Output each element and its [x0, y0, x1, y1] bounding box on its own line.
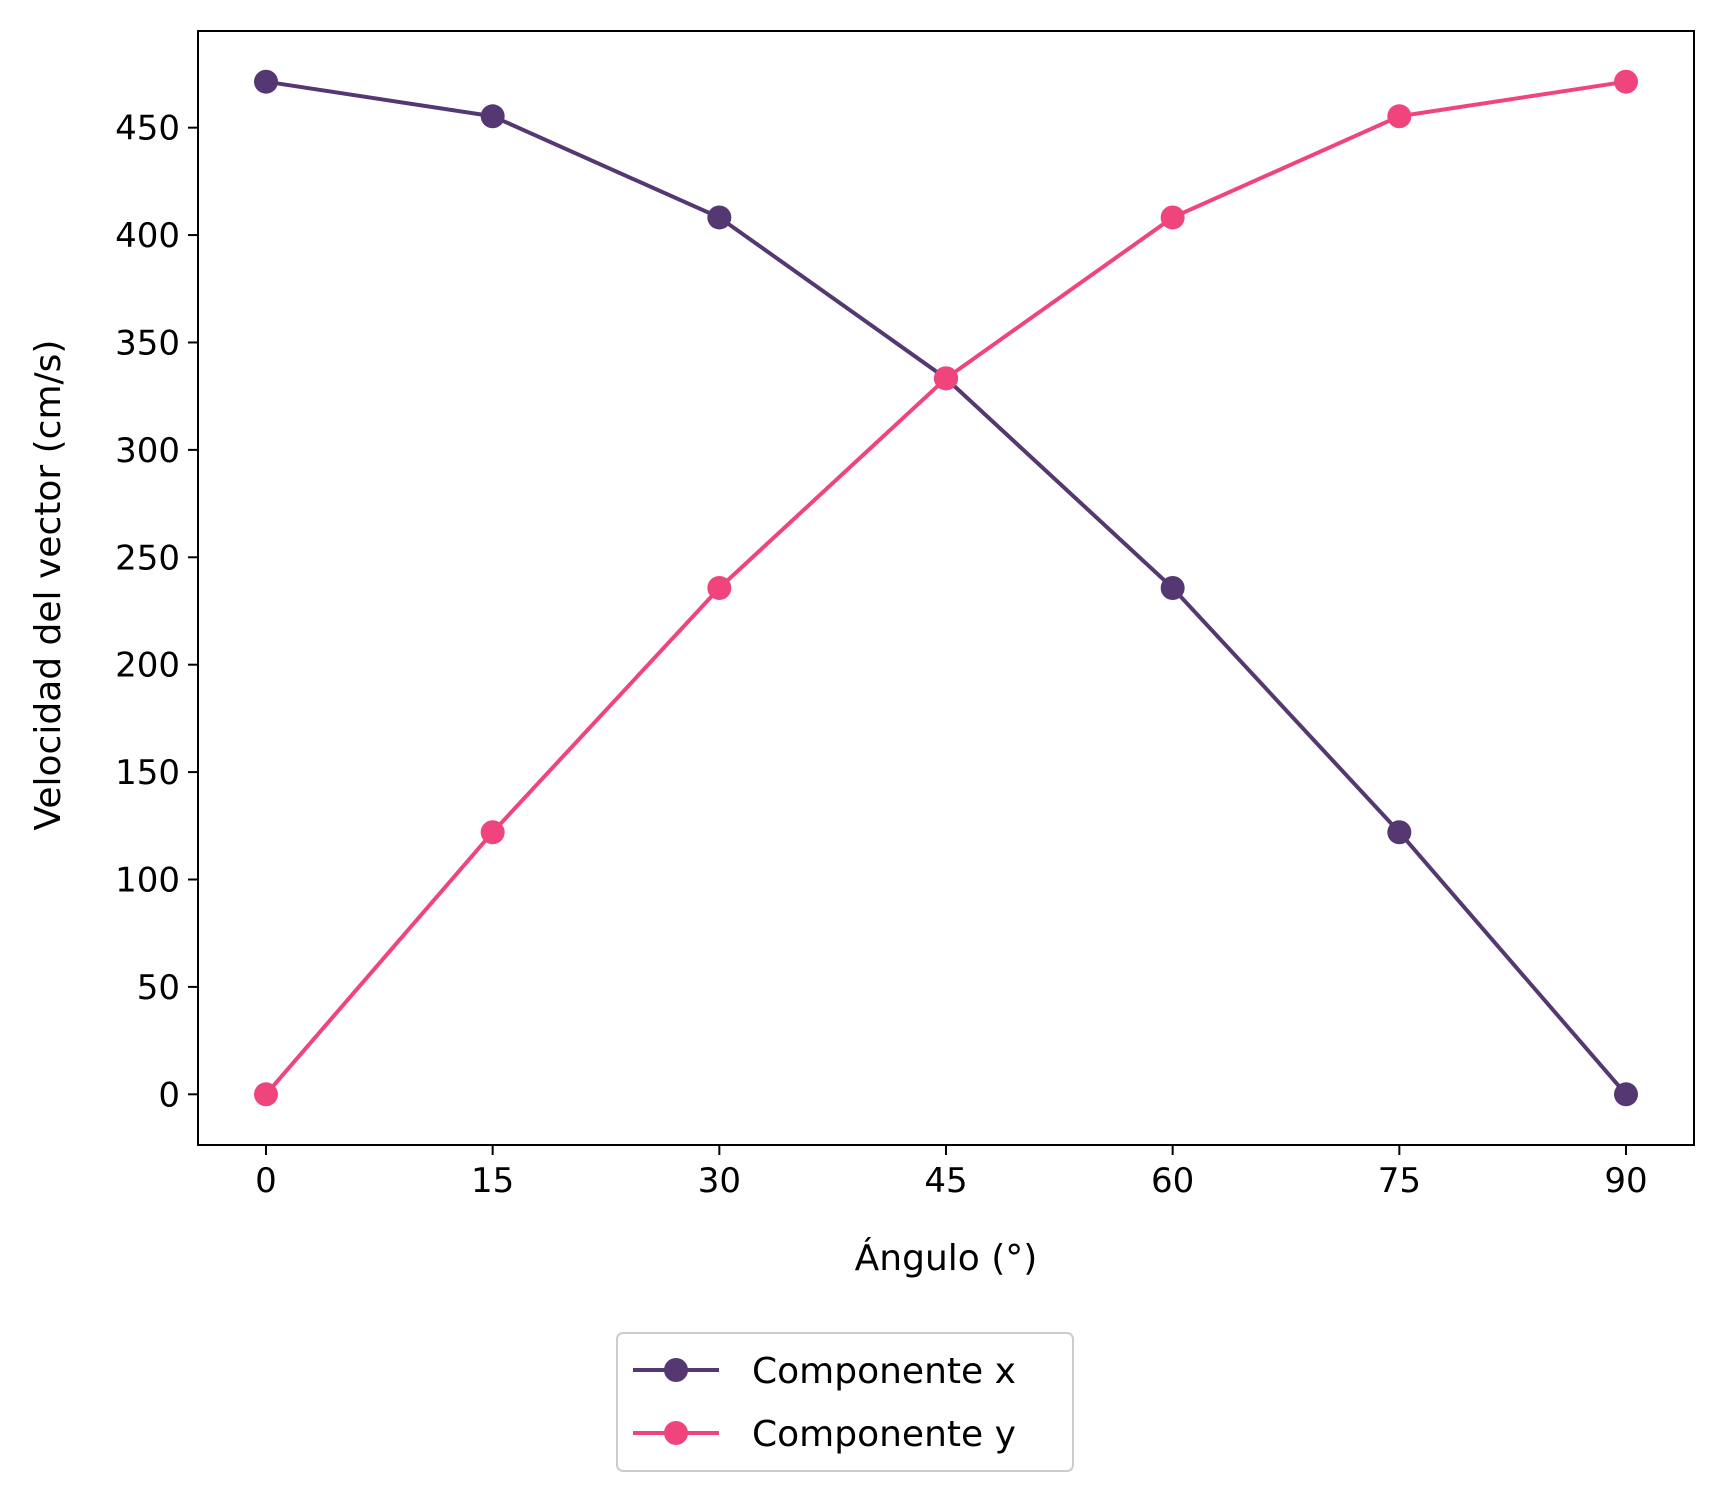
data-point-componente-x: [1614, 1082, 1638, 1107]
x-tick-label: 90: [1604, 1161, 1647, 1201]
legend-label-componente-y: Componente y: [752, 1414, 1016, 1455]
data-point-componente-y: [254, 1082, 278, 1107]
x-tick-label: 60: [1151, 1161, 1194, 1201]
x-tick-label: 30: [698, 1161, 741, 1201]
data-point-componente-x: [707, 205, 732, 230]
y-tick-label: 150: [115, 753, 180, 793]
y-tick-label: 400: [115, 216, 180, 256]
y-tick-label: 0: [158, 1075, 180, 1115]
plot-area: [254, 69, 1638, 1107]
y-tick-label: 200: [115, 646, 180, 686]
data-point-componente-y: [1160, 205, 1185, 230]
x-tick-label: 0: [255, 1161, 277, 1201]
legend-marker-componente-y: [664, 1421, 688, 1445]
data-point-componente-y: [1387, 104, 1412, 129]
data-point-componente-y: [1614, 69, 1638, 94]
axes: 0 15 30 45 60 75 90 0 50 100 150 200 250 300 350 400 450: [115, 30, 1695, 1201]
y-axis-label: Velocidad del vector (cm/s): [28, 340, 69, 831]
data-point-componente-y: [934, 366, 958, 391]
legend-label-componente-x: Componente x: [752, 1351, 1016, 1392]
y-tick-label: 50: [137, 968, 180, 1008]
x-tick-label: 75: [1378, 1161, 1421, 1201]
y-tick-label: 350: [115, 323, 180, 363]
y-tick-label: 300: [115, 431, 180, 471]
x-axis-label: Ángulo (°): [855, 1237, 1038, 1279]
y-tick-label: 450: [115, 109, 180, 149]
data-point-componente-y: [707, 576, 732, 600]
legend-marker-componente-x: [664, 1358, 688, 1382]
y-tick-label: 250: [115, 538, 180, 578]
legend-box: [616, 1332, 1074, 1472]
data-point-componente-x: [254, 69, 278, 94]
legend: Componente x Componente y: [616, 1332, 1074, 1472]
data-point-componente-x: [480, 104, 505, 129]
data-point-componente-x: [1160, 576, 1185, 600]
x-tick-label: 15: [471, 1161, 514, 1201]
x-tick-label: 45: [924, 1161, 967, 1201]
y-tick-label: 100: [115, 860, 180, 900]
data-point-componente-y: [480, 820, 505, 845]
data-point-componente-x: [1387, 820, 1412, 845]
